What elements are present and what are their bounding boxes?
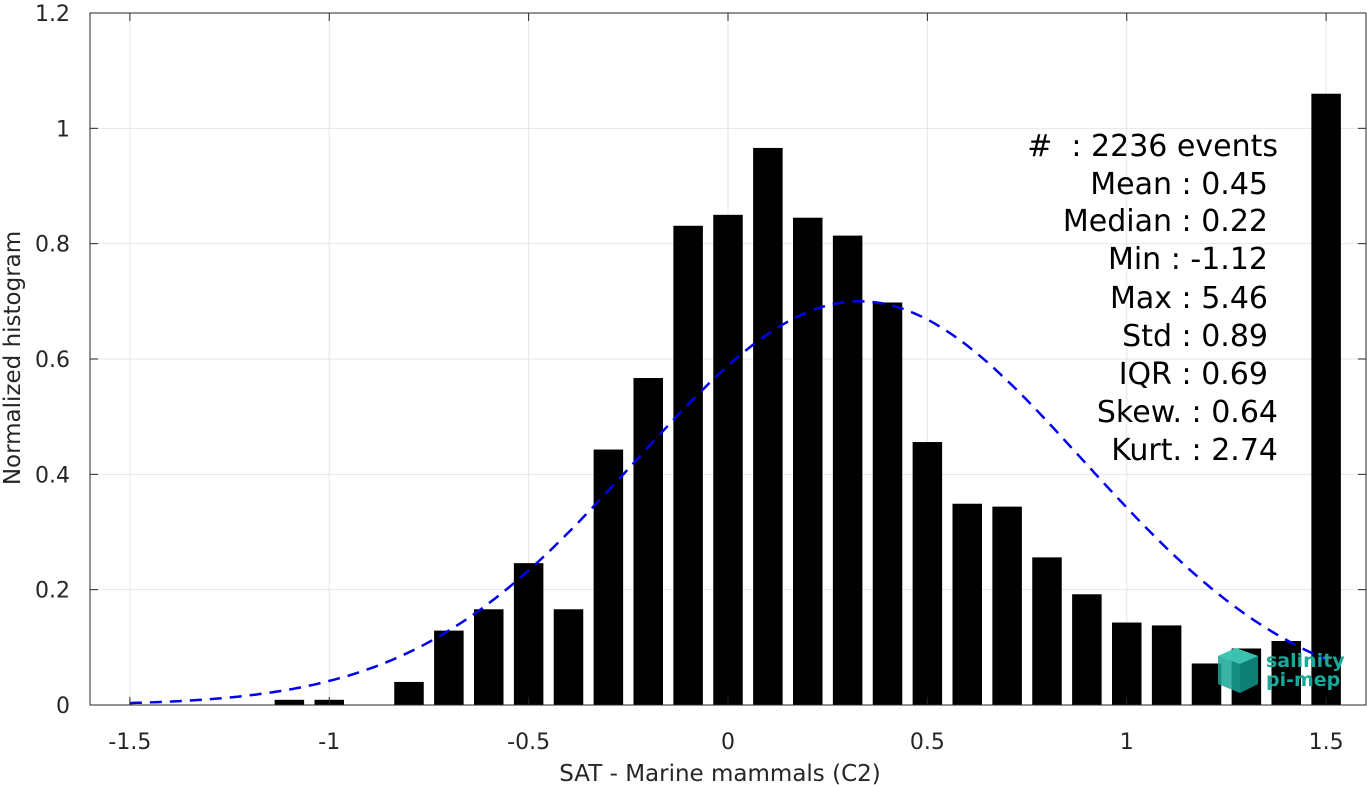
- y-tick-label: 0.2: [35, 579, 70, 604]
- histogram-bar: [952, 503, 983, 705]
- histogram-bar: [633, 378, 664, 705]
- histogram-bar: [1151, 625, 1182, 705]
- histogram-bar: [792, 217, 823, 705]
- stat-iqr: IQR : 0.69: [1119, 357, 1268, 392]
- stat-std: Std : 0.89: [1122, 319, 1268, 354]
- normal-fit-curve: [129, 300, 1327, 705]
- stat-min: Min : -1.12: [1108, 242, 1268, 277]
- histogram-bar: [992, 506, 1022, 705]
- cube-icon: [1218, 648, 1258, 693]
- y-tick-label: 1: [56, 117, 70, 142]
- histogram-bars: [274, 93, 1341, 706]
- x-tick-label: 1.5: [1309, 730, 1344, 755]
- stat-mean: Mean : 0.45: [1090, 167, 1268, 202]
- stats-box: # : 2236 events Mean : 0.45 Median : 0.2…: [1027, 129, 1278, 468]
- stat-kurt: Kurt. : 2.74: [1111, 433, 1278, 468]
- y-tick-label: 0: [56, 694, 70, 719]
- stat-count: # : 2236 events: [1027, 129, 1278, 164]
- histogram-bar: [1111, 622, 1142, 705]
- x-tick-label: 0: [721, 730, 735, 755]
- x-axis-label: SAT - Marine mammals (C2): [559, 761, 881, 785]
- stat-skew: Skew. : 0.64: [1097, 395, 1278, 430]
- histogram-bar: [872, 302, 903, 705]
- histogram-bar: [274, 699, 305, 705]
- logo-text-pimep: pi-mep: [1266, 669, 1340, 691]
- x-tick-label: -0.5: [507, 730, 550, 755]
- histogram-bar: [434, 630, 464, 705]
- x-tick-label: -1: [318, 730, 340, 755]
- histogram-bar: [753, 147, 783, 705]
- salinity-pimep-logo: salinity pi-mep: [1218, 648, 1345, 693]
- histogram-bar: [1271, 640, 1302, 705]
- x-tick-label: 0.5: [910, 730, 945, 755]
- y-tick-label: 0.4: [35, 463, 70, 488]
- histogram-bar: [394, 681, 424, 705]
- y-tick-label: 1.2: [35, 2, 70, 27]
- x-axis-ticks: -1.5 -1 -0.5 0 0.5 1 1.5: [108, 13, 1344, 755]
- stat-median: Median : 0.22: [1063, 204, 1268, 239]
- histogram-bar: [832, 235, 863, 706]
- histogram-bar: [513, 563, 544, 705]
- histogram-bar: [1072, 594, 1102, 705]
- x-tick-label: -1.5: [108, 730, 151, 755]
- histogram-bar: [473, 609, 504, 705]
- y-tick-label: 0.8: [35, 233, 70, 258]
- y-tick-label: 0.6: [35, 348, 70, 373]
- x-tick-label: 1: [1120, 730, 1134, 755]
- histogram-bar: [673, 225, 703, 706]
- histogram-bar: [1032, 557, 1062, 705]
- histogram-bar: [593, 449, 624, 705]
- logo-text-salinity: salinity: [1266, 650, 1345, 672]
- histogram-bar: [1191, 663, 1222, 705]
- y-axis-ticks: 0 0.2 0.4 0.6 0.8 1 1.2: [35, 2, 1366, 719]
- stat-max: Max : 5.46: [1110, 281, 1268, 316]
- histogram-bar: [912, 442, 943, 705]
- histogram-bar: [1311, 93, 1341, 705]
- y-axis-label: Normalized histogram: [0, 231, 26, 485]
- histogram-bar: [553, 609, 584, 705]
- histogram-bar: [713, 214, 743, 706]
